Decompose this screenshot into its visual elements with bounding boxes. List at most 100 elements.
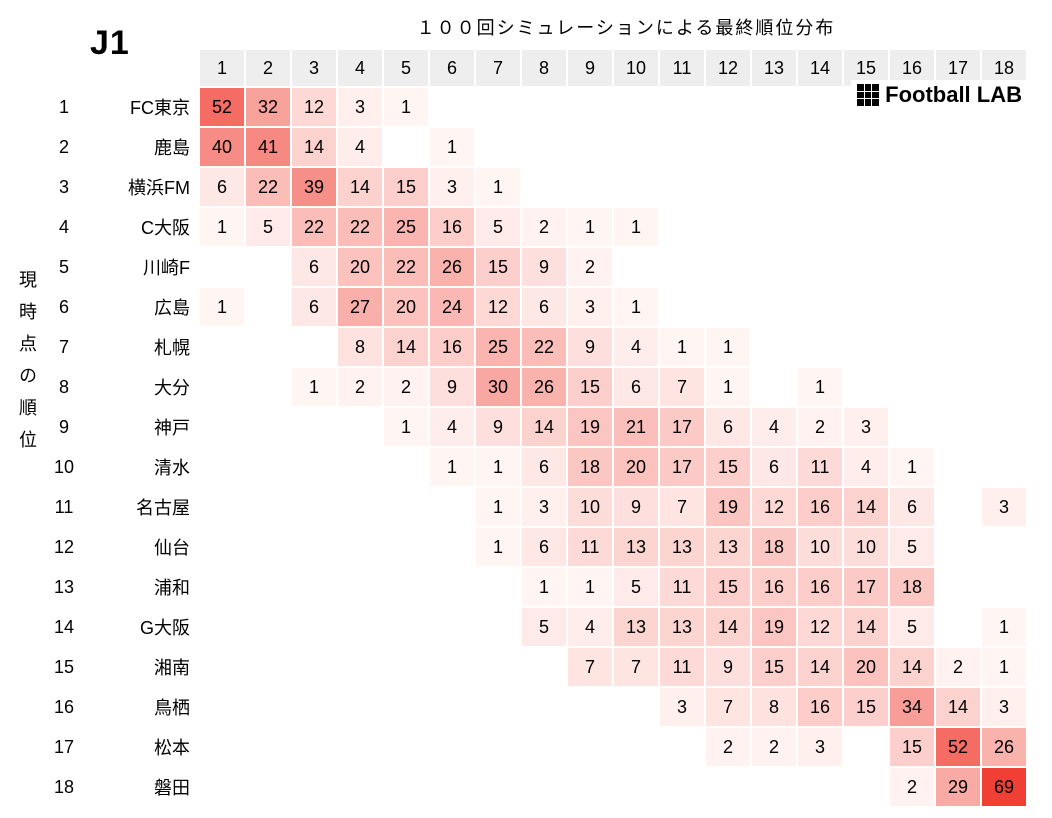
heatmap-cell [476,568,520,606]
heatmap-cell: 1 [476,488,520,526]
heatmap-cell [752,88,796,126]
heatmap-cell [936,408,980,446]
heatmap-cell [200,368,244,406]
heatmap-cell: 20 [338,248,382,286]
heatmap-cell: 4 [844,448,888,486]
heatmap-cell [292,528,336,566]
heatmap-cell: 12 [752,488,796,526]
heatmap-cell [430,88,474,126]
rank-cell: 17 [42,728,86,766]
heatmap-cell: 8 [338,328,382,366]
heatmap-cell [982,448,1026,486]
column-header: 1 [200,50,244,86]
heatmap-cell: 1 [660,328,704,366]
heatmap-cell: 22 [522,328,566,366]
heatmap-cell [430,528,474,566]
heatmap-cell [844,168,888,206]
heatmap-cell [292,608,336,646]
heatmap-cell: 20 [384,288,428,326]
heatmap-cell: 18 [752,528,796,566]
heatmap-cell: 15 [706,448,750,486]
heatmap-cell: 11 [798,448,842,486]
heatmap-cell: 2 [798,408,842,446]
heatmap-cell: 19 [752,608,796,646]
column-header: 4 [338,50,382,86]
heatmap-cell [384,488,428,526]
heatmap-cell: 12 [798,608,842,646]
heatmap-cell: 18 [568,448,612,486]
heatmap-cell: 1 [614,288,658,326]
heatmap-cell: 13 [660,608,704,646]
heatmap-cell: 16 [798,568,842,606]
heatmap-cell [982,248,1026,286]
heatmap-cell [936,128,980,166]
heatmap-cell: 41 [246,128,290,166]
heatmap-cell: 22 [384,248,428,286]
heatmap-cell [476,648,520,686]
heatmap-cell: 9 [522,248,566,286]
heatmap-cell: 3 [660,688,704,726]
heatmap-cell [292,568,336,606]
table-row: 8大分12293026156711 [42,368,1026,406]
heatmap-cell [706,288,750,326]
heatmap-cell [568,128,612,166]
heatmap-cell [522,88,566,126]
heatmap-cell [936,168,980,206]
heatmap-cell: 6 [522,528,566,566]
heatmap-cell [522,728,566,766]
heatmap-cell [292,408,336,446]
column-header: 6 [430,50,474,86]
heatmap-cell: 15 [752,648,796,686]
heatmap-cell: 15 [476,248,520,286]
heatmap-cell [246,688,290,726]
heatmap-cell: 15 [844,688,888,726]
heatmap-cell [798,768,842,806]
heatmap-cell [200,688,244,726]
team-name-cell: 名古屋 [88,488,198,526]
table-row: 13浦和115111516161718 [42,568,1026,606]
heatmap-cell: 14 [844,488,888,526]
heatmap-cell [982,208,1026,246]
heatmap-cell: 13 [706,528,750,566]
table-row: 4C大阪15222225165211 [42,208,1026,246]
heatmap-cell [338,488,382,526]
league-label: J1 [90,22,130,63]
heatmap-cell [292,488,336,526]
heatmap-cell [844,288,888,326]
heatmap-cell: 20 [844,648,888,686]
heatmap-cell [200,448,244,486]
heatmap-cell: 13 [660,528,704,566]
rank-cell: 8 [42,368,86,406]
heatmap-cell [982,288,1026,326]
heatmap-cell [982,528,1026,566]
rank-cell: 7 [42,328,86,366]
heatmap-cell [568,768,612,806]
heatmap-cell: 11 [568,528,612,566]
heatmap-cell [982,328,1026,366]
table-row: 7札幌8141625229411 [42,328,1026,366]
heatmap-cell [982,568,1026,606]
heatmap-cell: 52 [936,728,980,766]
heatmap-cell [338,408,382,446]
heatmap-cell: 7 [660,368,704,406]
heatmap-cell: 10 [844,528,888,566]
heatmap-cell: 6 [522,448,566,486]
heatmap-cell [200,408,244,446]
team-name-cell: C大阪 [88,208,198,246]
heatmap-cell [752,328,796,366]
heatmap-cell [246,528,290,566]
team-name-cell: 磐田 [88,768,198,806]
heatmap-cell: 3 [982,488,1026,526]
team-name-cell: 浦和 [88,568,198,606]
heatmap-cell [982,168,1026,206]
heatmap-cell: 22 [246,168,290,206]
heatmap-cell [706,208,750,246]
heatmap-cell [246,648,290,686]
rank-cell: 9 [42,408,86,446]
heatmap-cell [936,328,980,366]
team-name-cell: 湘南 [88,648,198,686]
heatmap-cell: 3 [568,288,612,326]
heatmap-cell: 5 [522,608,566,646]
heatmap-cell [798,248,842,286]
heatmap-cell: 1 [384,408,428,446]
